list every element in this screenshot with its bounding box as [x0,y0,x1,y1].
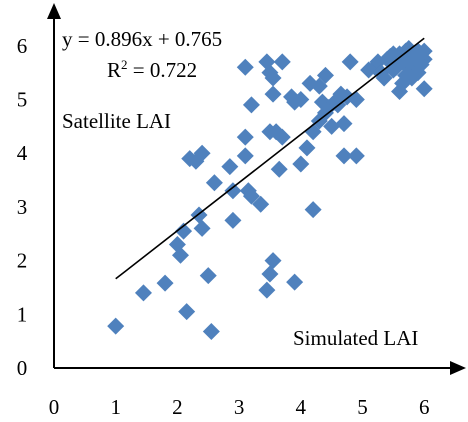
data-point [347,147,365,165]
x-tick-label: 4 [296,395,307,419]
data-point [224,182,242,200]
x-tick-label: 1 [110,395,121,419]
data-point [156,274,174,292]
y-tick-label: 5 [17,88,28,112]
data-point [409,64,427,82]
data-point [270,160,288,178]
data-point [286,273,304,291]
data-point [316,66,334,84]
y-tick-label: 1 [17,302,28,326]
data-point [168,235,186,253]
x-tick-label: 2 [172,395,183,419]
data-point [242,96,260,114]
x-tick-label: 6 [419,395,430,419]
data-point [221,158,239,176]
data-point [193,219,211,237]
y-tick-labels: 0 1 2 3 4 5 6 [17,34,28,380]
data-point [298,139,316,157]
data-point [205,174,223,192]
y-tick-label: 3 [17,195,28,219]
data-point [175,222,193,240]
x-tick-labels: 0 1 2 3 4 5 6 [49,395,430,419]
x-tick-label: 0 [49,395,60,419]
data-point [261,265,279,283]
data-point [242,187,260,205]
r-squared-label: R2 = 0.722 [107,57,197,82]
y-axis-arrow [47,3,61,19]
data-point [199,267,217,285]
data-point [236,58,254,76]
data-point [323,117,341,135]
data-point [360,61,378,79]
data-point [335,115,353,133]
x-tick-label: 5 [357,395,368,419]
data-point [264,85,282,103]
data-point [258,281,276,299]
data-point [193,144,211,162]
y-axis-label: Satellite LAI [62,109,171,133]
data-point [283,88,301,106]
data-point [415,42,433,60]
data-point [134,284,152,302]
data-point [264,69,282,87]
regression-equation: y = 0.896x + 0.765 [62,27,222,51]
y-tick-label: 4 [17,141,28,165]
y-tick-label: 6 [17,34,28,58]
y-tick-label: 0 [17,356,28,380]
data-point [178,303,196,321]
x-axis-arrow [450,361,466,375]
data-point [304,201,322,219]
data-point [273,53,291,71]
x-axis-label: Simulated LAI [293,326,418,350]
data-point [224,211,242,229]
data-point [394,74,412,92]
data-point [273,128,291,146]
data-point [341,53,359,71]
data-point [202,322,220,340]
data-point [292,155,310,173]
data-point [335,147,353,165]
y-tick-label: 2 [17,249,28,273]
data-point [316,104,334,122]
data-point [236,147,254,165]
x-tick-label: 3 [234,395,245,419]
data-point [415,80,433,98]
trend-line [115,37,425,280]
data-point [236,128,254,146]
data-point [107,317,125,335]
data-point [252,195,270,213]
points-layer [107,39,433,340]
data-point [258,53,276,71]
data-point [264,252,282,270]
